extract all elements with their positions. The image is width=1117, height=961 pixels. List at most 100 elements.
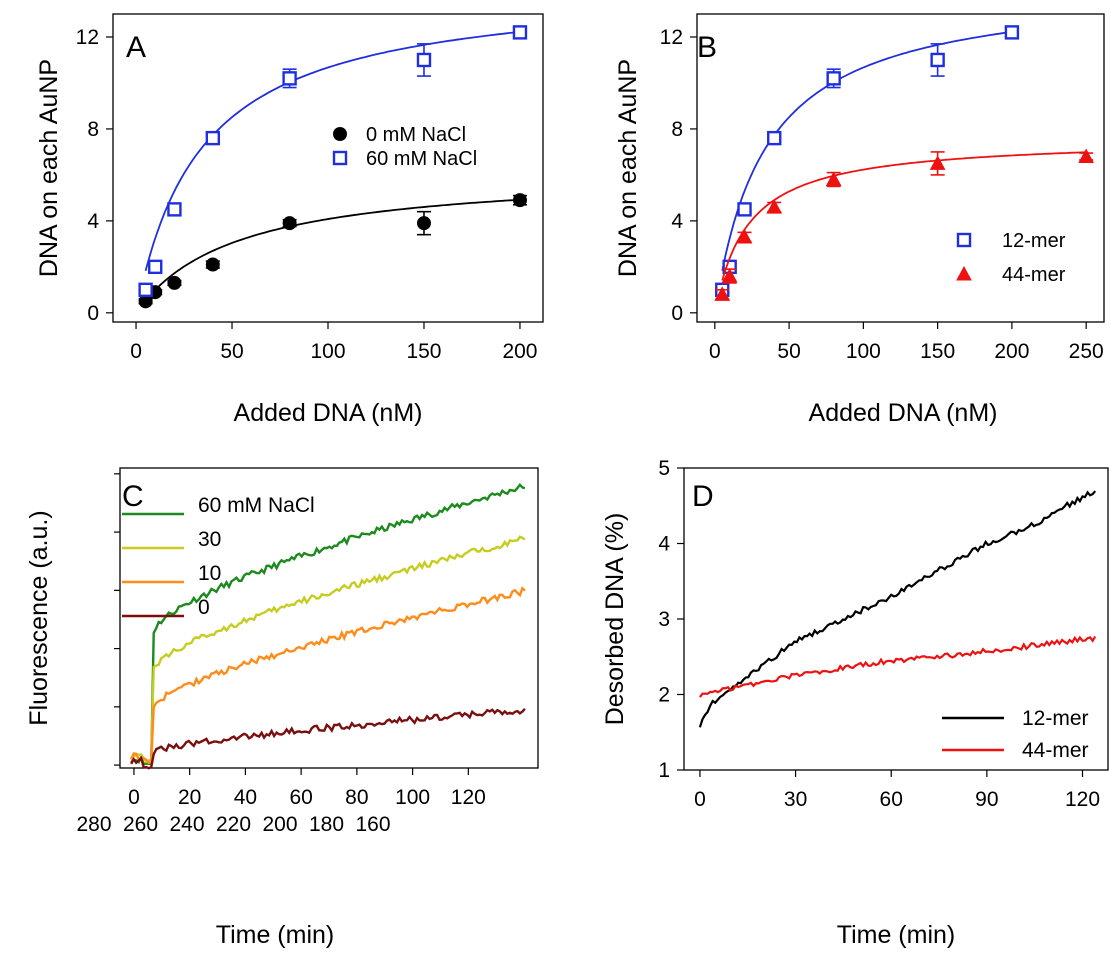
x-tick-label: 120 [1065,788,1100,811]
legend-marker [956,232,972,248]
x-tick-label: 30 [784,788,807,811]
data-point [721,267,738,283]
legend: 12-mer 44-mer [942,707,1089,762]
legend-marker [333,127,347,141]
fit-curve [144,198,519,301]
data-point [138,282,153,298]
data-point [930,52,945,68]
legend-label: 12-mer [1022,707,1089,730]
data-point [416,52,432,68]
x-tick-label: 90 [975,788,998,811]
x-axis-label: Time (min) [837,921,956,949]
x-axis-label: Added DNA (nM) [234,399,423,427]
y-tick-label: 0 [87,302,99,325]
x-tick-label: 120 [451,786,486,809]
y-tick-label: 4 [658,533,670,556]
y-tick-label: 8 [87,118,99,141]
trace-60-mm-nacl [130,482,526,766]
trace-12-mer [698,490,1097,728]
data-point [512,193,527,208]
data-point [167,202,182,217]
y-tick-label: 1 [658,759,670,782]
y-axis-label: DNA on each AuNP [614,59,642,277]
x-tick-label-secondary: 260 [123,813,158,836]
y-tick-label: 0 [671,302,683,325]
data-point [825,171,842,186]
x-tick-label: 40 [234,786,257,809]
series-0-mm-nacl [138,193,527,309]
series-60-mm-nacl [138,25,528,298]
data-point [826,71,841,86]
plot-frame [119,467,539,769]
legend-label: 12-mer [1002,230,1066,252]
x-tick-label: 0 [694,788,706,811]
panel-letter: C [122,480,144,513]
data-point [282,216,297,231]
data-point [929,155,946,170]
legend-label: 10 [198,562,221,585]
x-tick-label: 0 [128,786,140,809]
y-tick-label: 8 [671,118,683,141]
x-tick-label: 100 [310,340,345,363]
panel-letter: D [692,480,714,513]
x-tick-label: 100 [846,340,881,363]
panel-letter: B [697,31,717,64]
legend-label: 30 [198,528,221,551]
legend-marker [332,150,348,166]
trace-30 [130,535,526,764]
legend-label: 60 mM NaCl [198,494,315,517]
legend-marker [956,265,972,281]
y-tick-label: 4 [87,210,99,233]
trace-44-mer [699,635,1097,698]
y-tick-label: 2 [658,684,670,707]
y-tick-label: 12 [660,26,683,49]
trace-0 [130,708,526,770]
x-tick-label: 80 [345,786,368,809]
x-tick-label: 0 [130,340,142,363]
fit-curve [721,151,1085,281]
data-point [205,130,221,146]
y-tick-label: 4 [671,210,683,233]
data-point [512,25,528,40]
x-tick-label-secondary: 240 [169,813,204,836]
y-tick-label: 3 [658,608,670,631]
data-point [282,71,297,86]
x-tick-label: 200 [994,340,1029,363]
data-point [167,275,182,290]
x-tick-label: 250 [1069,340,1104,363]
legend: 60 mM NaCl 30 10 0 [122,494,315,619]
series-12-mer [715,25,1020,298]
x-tick-label: 60 [289,786,312,809]
x-tick-label-secondary: 220 [216,813,251,836]
panel-b: 0 50 100 150 200 250 0 4 8 12 B DNA on each AuNP Add… [614,13,1105,427]
x-tick-label: 150 [920,340,955,363]
trace-10 [129,586,526,765]
x-tick-label: 50 [777,340,800,363]
data-point [205,257,220,272]
panel-d: 0 30 60 90 120 1 2 3 4 5 12-mer 44-mer D Desorbed DNA… [601,457,1109,949]
x-axis-label: Time (min) [216,921,335,949]
y-tick-label: 12 [76,26,99,49]
panel-a: 0 50 100 150 200 0 4 8 12 A DNA on each AuNP Added … [35,13,544,427]
x-tick-label-secondary: 180 [309,813,344,836]
x-tick-label: 0 [709,340,721,363]
x-axis-label: Added DNA (nM) [809,399,998,427]
data-point [714,286,731,301]
x-tick-label: 150 [406,340,441,363]
legend-label: 0 mM NaCl [366,124,466,146]
x-tick-label: 60 [880,788,903,811]
series-44-mer [714,148,1095,301]
y-axis-label: DNA on each AuNP [35,59,63,277]
y-axis-label: Fluorescence (a.u.) [25,510,53,725]
legend-label: 44-mer [1002,264,1066,286]
y-tick-label: 5 [658,457,670,480]
data-point [1078,148,1095,164]
data-point [1004,25,1020,40]
x-tick-label-secondary: 160 [355,813,390,836]
legend-label: 60 mM NaCl [366,148,477,170]
x-tick-label: 200 [502,340,537,363]
legend-label: 44-mer [1022,739,1089,762]
data-point [767,130,782,146]
